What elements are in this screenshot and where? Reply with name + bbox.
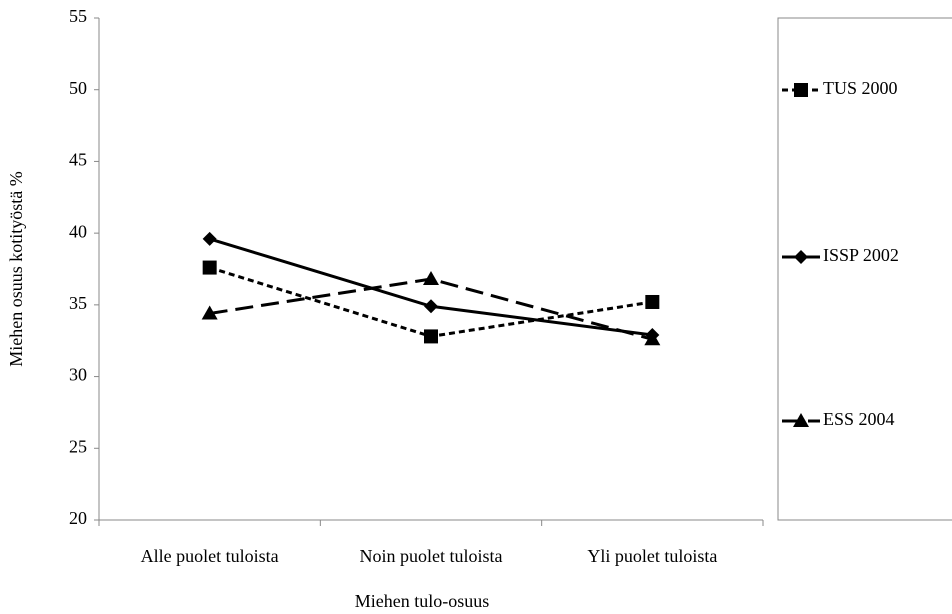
legend-box (777, 17, 952, 521)
y-tick-label: 20 (69, 508, 87, 528)
data-point (424, 299, 438, 314)
x-tick-label: Noin puolet tuloista (360, 546, 503, 566)
data-point (645, 294, 660, 309)
y-tick-label: 30 (69, 365, 87, 385)
x-axis-title: Miehen tulo-osuus (355, 591, 490, 611)
y-tick-label: 55 (69, 6, 87, 26)
legend-marker (794, 83, 808, 97)
legend-label: ESS 2004 (823, 409, 895, 429)
data-point (424, 329, 438, 344)
data-point (423, 271, 439, 286)
data-point (644, 331, 661, 346)
data-point (202, 231, 217, 246)
y-tick-label: 25 (69, 436, 87, 456)
series-line (209, 237, 653, 337)
legend-marker (793, 413, 809, 427)
x-tick-label: Alle puolet tuloista (141, 546, 279, 566)
legend-marker (794, 250, 808, 264)
y-tick-label: 45 (69, 150, 87, 170)
y-tick-label: 40 (69, 221, 87, 241)
data-point (202, 260, 217, 275)
y-tick-label: 50 (69, 78, 87, 98)
y-tick-label: 35 (69, 293, 87, 313)
y-axis-title: Miehen osuus kotityöstä % (6, 171, 26, 367)
data-point (201, 305, 218, 320)
legend-label: TUS 2000 (823, 78, 898, 98)
legend-label: ISSP 2002 (823, 245, 899, 265)
x-tick-label: Yli puolet tuloista (587, 546, 717, 566)
